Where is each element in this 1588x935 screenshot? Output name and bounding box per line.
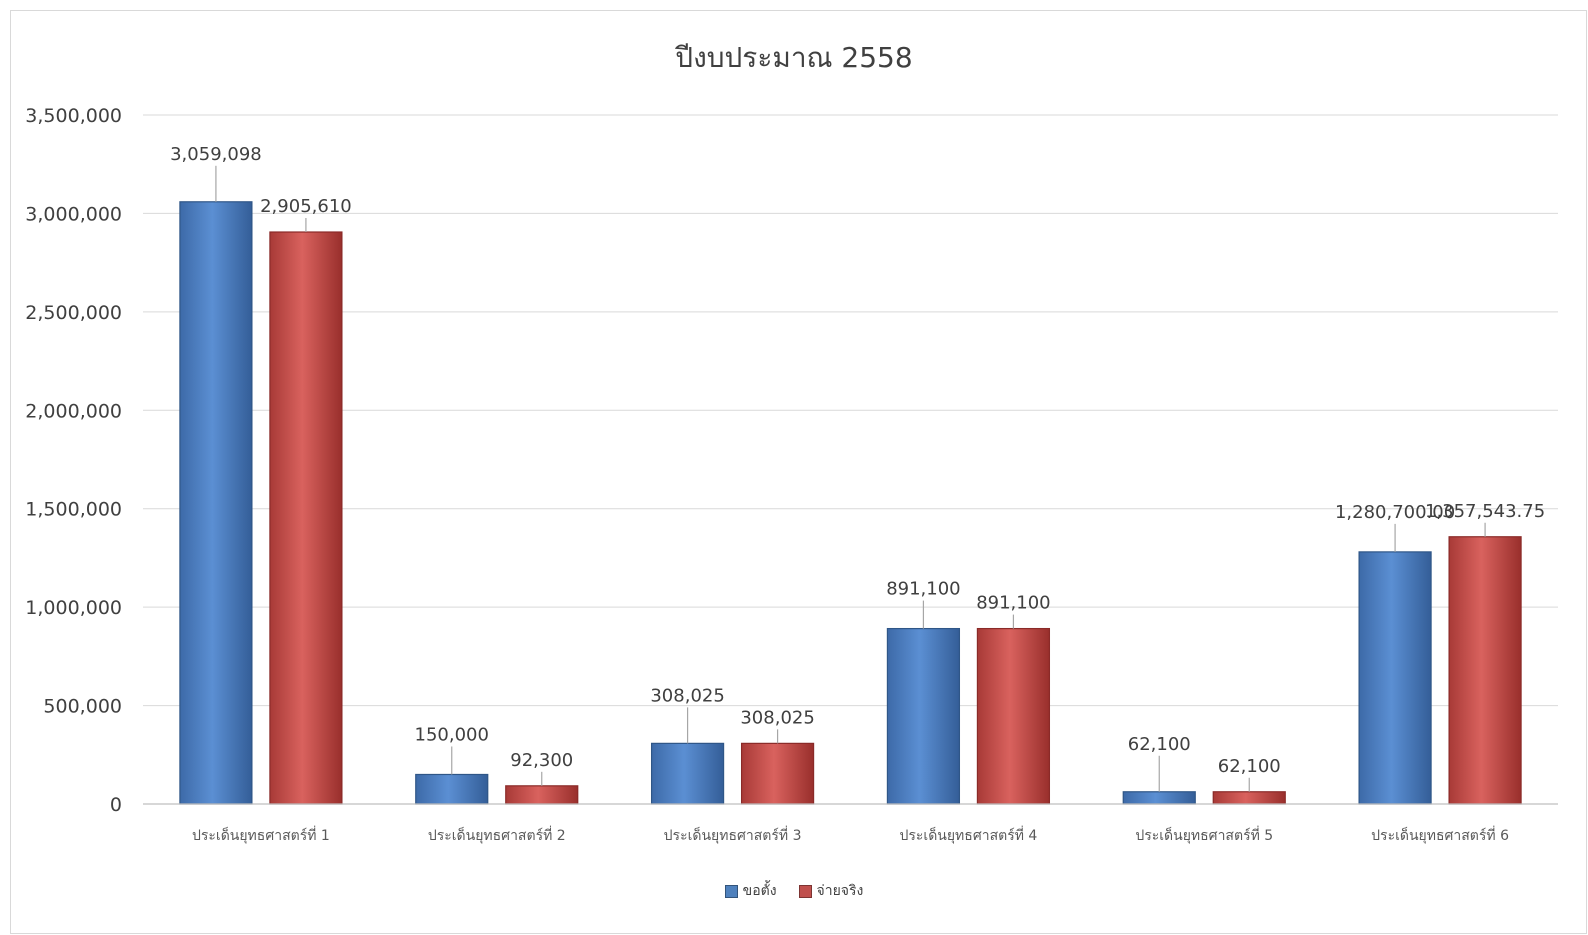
data-label: 2,905,610 [260, 196, 352, 217]
data-label: 62,100 [1218, 756, 1281, 777]
chart-title: ปีงบประมาณ 2558 [675, 41, 913, 74]
x-tick-label: ประเด็นยุทธศาสตร์ที่ 2 [428, 826, 566, 844]
bar-spent [1212, 791, 1286, 805]
x-tick-label: ประเด็นยุทธศาสตร์ที่ 1 [192, 826, 330, 844]
bar-requested [179, 201, 253, 805]
data-label: 891,100 [886, 579, 960, 600]
bar-spent [740, 742, 815, 805]
data-label: 92,300 [510, 750, 573, 771]
legend-item-spent[interactable]: จ่ายจริง [798, 880, 864, 902]
data-label: 891,100 [976, 593, 1050, 614]
legend-label-requested: ขอตั้ง [742, 883, 777, 899]
bar-spent [505, 785, 579, 805]
bar-requested [1358, 551, 1432, 805]
data-label: 1,280,700.00 [1335, 502, 1455, 523]
y-tick-label: 1,000,000 [25, 597, 122, 619]
x-tick-label: ประเด็นยุทธศาสตร์ที่ 5 [1135, 826, 1273, 844]
y-tick-label: 3,000,000 [25, 203, 122, 225]
legend-item-requested[interactable]: ขอตั้ง [724, 880, 777, 902]
bars [179, 201, 1522, 805]
bar-requested [1122, 791, 1196, 805]
y-axis: 0 500,000 1,000,000 1,500,000 2,000,000 2,500… [25, 105, 122, 816]
legend-swatch-spent [798, 884, 812, 898]
bar-requested [886, 627, 961, 805]
x-axis: ประเด็นยุทธศาสตร์ที่ 1 ประเด็นยุทธศาสตร์ท… [143, 803, 1558, 844]
bar-requested [415, 773, 489, 805]
x-tick-label: ประเด็นยุทธศาสตร์ที่ 4 [899, 826, 1037, 844]
y-tick-label: 0 [110, 794, 122, 816]
bar-spent [269, 231, 343, 805]
bar-requested [650, 742, 725, 805]
bar-spent [976, 627, 1051, 805]
legend: ขอตั้ง จ่ายจริง [0, 880, 1588, 902]
legend-swatch-requested [724, 884, 738, 898]
bar-spent [1448, 536, 1522, 805]
data-label: 1,357,543.75 [1425, 501, 1545, 522]
y-tick-label: 500,000 [43, 696, 122, 718]
y-tick-label: 3,500,000 [25, 105, 122, 127]
gridlines [143, 114, 1558, 805]
legend-label-spent: จ่ายจริง [816, 883, 864, 899]
y-tick-label: 2,500,000 [25, 302, 122, 324]
data-label: 308,025 [740, 707, 814, 728]
y-tick-label: 1,500,000 [25, 499, 122, 521]
y-tick-label: 2,000,000 [25, 400, 122, 422]
data-label: 308,025 [650, 685, 724, 706]
data-label: 150,000 [415, 724, 489, 745]
x-tick-label: ประเด็นยุทธศาสตร์ที่ 3 [664, 826, 802, 844]
data-labels: 3,059,098 2,905,610 150,000 92,300 308,025 30… [170, 144, 1545, 792]
data-label: 62,100 [1128, 734, 1191, 755]
x-tick-label: ประเด็นยุทธศาสตร์ที่ 6 [1371, 826, 1509, 844]
data-label: 3,059,098 [170, 144, 262, 165]
